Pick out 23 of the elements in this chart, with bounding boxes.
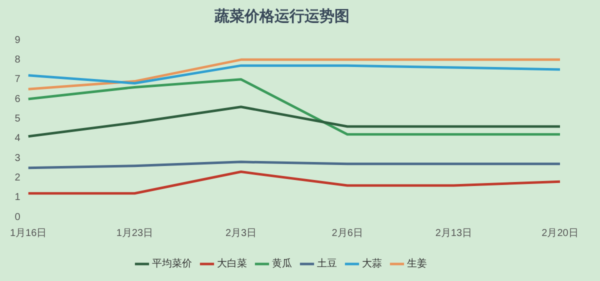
y-tick-label: 2 bbox=[14, 172, 21, 184]
y-tick-label: 6 bbox=[14, 94, 21, 105]
x-tick-label: 2月13日 bbox=[435, 228, 472, 239]
y-tick-label: 3 bbox=[14, 152, 21, 164]
x-tick-label: 1月23日 bbox=[116, 228, 154, 239]
y-tick-label: 9 bbox=[14, 34, 21, 46]
x-tick-label: 2月20日 bbox=[542, 228, 578, 239]
x-tick-label: 2月3日 bbox=[225, 228, 257, 239]
y-tick-label: 1 bbox=[14, 192, 21, 204]
legend-label: 黄瓜 bbox=[272, 258, 292, 270]
x-tick-label: 2月6日 bbox=[332, 228, 363, 239]
legend-label: 生姜 bbox=[407, 258, 427, 270]
y-tick-label: 0 bbox=[14, 212, 21, 223]
y-tick-label: 4 bbox=[14, 133, 21, 144]
legend-label: 平均菜价 bbox=[152, 258, 192, 270]
legend-label: 大白菜 bbox=[217, 258, 247, 270]
legend-label: 土豆 bbox=[317, 258, 337, 270]
y-tick-label: 7 bbox=[14, 74, 21, 86]
legend-label: 大蒜 bbox=[362, 258, 382, 270]
chart-title: 蔬菜价格运行运势图 bbox=[214, 6, 350, 25]
y-tick-label: 5 bbox=[14, 113, 21, 124]
x-tick-label: 1月16日 bbox=[10, 228, 47, 239]
y-tick-label: 8 bbox=[14, 54, 21, 66]
